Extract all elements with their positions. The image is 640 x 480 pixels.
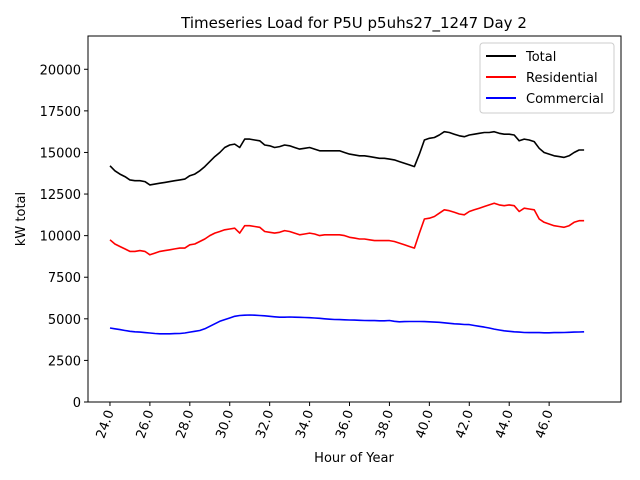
x-tick-label: 38.0: [373, 408, 397, 440]
x-tick-label: 30.0: [213, 408, 237, 440]
y-tick-label: 15000: [40, 146, 81, 161]
x-tick-label: 46.0: [533, 408, 557, 440]
legend-label-commercial: Commercial: [526, 92, 604, 107]
y-tick-label: 10000: [40, 230, 81, 245]
series-layer: [109, 130, 585, 335]
y-tick-label: 0: [73, 396, 81, 411]
legend-label-total: Total: [525, 50, 556, 65]
x-tick-label: 44.0: [493, 408, 517, 440]
x-tick-label: 24.0: [94, 408, 118, 440]
y-axis-label: kW total: [14, 192, 29, 246]
x-tick-label: 26.0: [134, 408, 158, 440]
y-axis: 0 2500 5000 7500 10000 12500 15000 17500 20000: [40, 63, 88, 411]
x-tick-label: 36.0: [333, 408, 357, 440]
x-tick-label: 42.0: [453, 408, 477, 440]
y-tick-label: 20000: [40, 63, 81, 78]
legend-box: [479, 42, 615, 114]
x-tick-label: 40.0: [413, 408, 437, 440]
y-tick-label: 5000: [48, 313, 81, 328]
legend: Total Residential Commercial: [479, 42, 615, 114]
x-tick-label: 28.0: [174, 408, 198, 440]
y-tick-label: 2500: [48, 354, 81, 369]
x-axis-label: Hour of Year: [314, 451, 394, 466]
x-tick-label: 34.0: [293, 408, 317, 440]
y-tick-label: 7500: [48, 271, 81, 286]
series-line-commercial: [109, 314, 585, 335]
series-line-total: [109, 130, 585, 186]
chart-title: Timeseries Load for P5U p5uhs27_1247 Day…: [180, 14, 527, 33]
y-tick-label: 17500: [40, 105, 81, 120]
series-line-residential: [109, 202, 585, 256]
plot-frame: [87, 35, 622, 403]
x-tick-label: 32.0: [253, 408, 277, 440]
y-tick-label: 12500: [40, 188, 81, 203]
legend-label-residential: Residential: [526, 71, 598, 86]
x-axis: 24.0 26.0 28.0 30.0 32.0 34.0 36.0 38.0 40.0 42.0…: [94, 402, 557, 441]
